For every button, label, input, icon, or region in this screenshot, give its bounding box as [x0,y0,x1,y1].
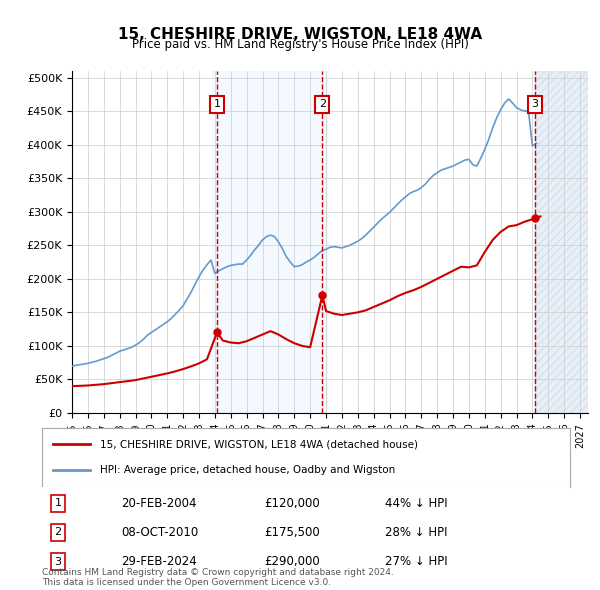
Text: 2: 2 [54,527,61,537]
Text: £175,500: £175,500 [264,526,320,539]
Text: 20-FEB-2004: 20-FEB-2004 [121,497,197,510]
Text: 3: 3 [532,99,538,109]
Text: 3: 3 [55,557,61,567]
Text: 28% ↓ HPI: 28% ↓ HPI [385,526,448,539]
Text: 15, CHESHIRE DRIVE, WIGSTON, LE18 4WA (detached house): 15, CHESHIRE DRIVE, WIGSTON, LE18 4WA (d… [100,440,418,449]
Text: £290,000: £290,000 [264,555,320,568]
Text: 15, CHESHIRE DRIVE, WIGSTON, LE18 4WA: 15, CHESHIRE DRIVE, WIGSTON, LE18 4WA [118,27,482,41]
Text: Contains HM Land Registry data © Crown copyright and database right 2024.
This d: Contains HM Land Registry data © Crown c… [42,568,394,587]
Bar [212,71,327,413]
Text: 2: 2 [319,99,326,109]
Bar [535,71,588,413]
Text: 1: 1 [55,498,61,508]
Text: 29-FEB-2024: 29-FEB-2024 [121,555,197,568]
Text: 08-OCT-2010: 08-OCT-2010 [121,526,199,539]
Text: 1: 1 [214,99,220,109]
Text: HPI: Average price, detached house, Oadby and Wigston: HPI: Average price, detached house, Oadb… [100,466,395,475]
Text: Price paid vs. HM Land Registry's House Price Index (HPI): Price paid vs. HM Land Registry's House … [131,38,469,51]
Text: 44% ↓ HPI: 44% ↓ HPI [385,497,448,510]
Text: 27% ↓ HPI: 27% ↓ HPI [385,555,448,568]
Text: £120,000: £120,000 [264,497,320,510]
